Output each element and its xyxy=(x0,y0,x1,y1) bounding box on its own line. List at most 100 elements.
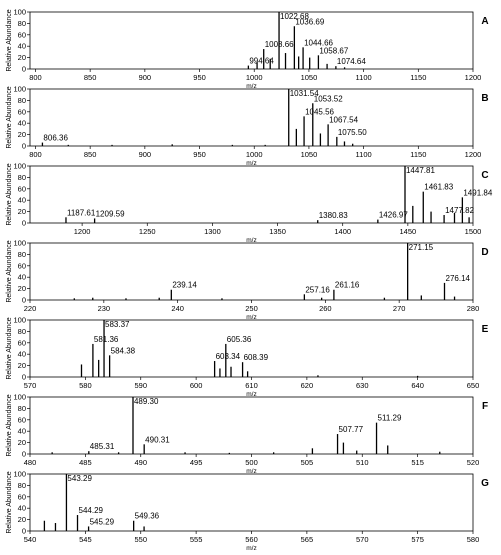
panel-e-peak-label: 603.34 xyxy=(216,352,241,361)
panel-a-ylabel: Relative Abundance xyxy=(6,9,13,71)
panel-g-xtick-label: 570 xyxy=(356,535,369,544)
panel-g-xtick-label: 545 xyxy=(79,535,92,544)
panel-e-ytick-label: 20 xyxy=(18,361,26,370)
panel-d-xlabel: m/z xyxy=(246,314,256,321)
panel-a-xtick-label: 1050 xyxy=(301,73,318,82)
panel-c-ytick-label: 40 xyxy=(18,196,26,205)
panel-f-xtick-label: 510 xyxy=(356,458,369,467)
panel-a-ytick-label: 80 xyxy=(18,19,26,28)
panel-e-xtick-label: 650 xyxy=(467,381,480,390)
panel-b-ytick-label: 20 xyxy=(18,130,26,139)
panel-b-xtick-label: 1200 xyxy=(465,150,482,159)
panel-g-ytick-label: 60 xyxy=(18,492,26,501)
panel-c-peak-label: 1380.83 xyxy=(319,211,348,220)
panel-a-peak-label: 1036.69 xyxy=(295,17,324,26)
panel-d-ylabel: Relative Abundance xyxy=(6,240,13,302)
panel-c-letter: C xyxy=(481,170,488,181)
panel-a-xtick-label: 1000 xyxy=(246,73,263,82)
panel-g-ylabel: Relative Abundance xyxy=(6,471,13,533)
panel-d-xtick-label: 220 xyxy=(24,304,37,313)
panel-c-xtick-label: 1250 xyxy=(139,227,156,236)
panel-g-peak-label: 543.29 xyxy=(67,474,92,483)
panel-a-peak-label: 994.64 xyxy=(249,57,274,66)
panel-e-ytick-label: 100 xyxy=(13,316,26,325)
panel-b-peak-label: 806.36 xyxy=(43,134,68,143)
panel-b-xtick-label: 1050 xyxy=(301,150,318,159)
panel-b-peak-label: 1045.56 xyxy=(305,107,334,116)
panel-b-ytick-label: 0 xyxy=(22,142,26,151)
panel-f-xtick-label: 505 xyxy=(301,458,314,467)
panel-e-ytick-label: 0 xyxy=(22,373,26,382)
panel-d-xtick-label: 240 xyxy=(171,304,184,313)
panel-b-peak-label: 1075.50 xyxy=(338,128,367,137)
panel-b-xtick-label: 1000 xyxy=(246,150,263,159)
panel-a-ytick-label: 60 xyxy=(18,30,26,39)
panel-b-peak-label: 1067.54 xyxy=(329,115,358,124)
panel-g-ytick-label: 20 xyxy=(18,515,26,524)
panel-e-peak-label: 605.36 xyxy=(227,335,252,344)
panel-b-ytick-label: 80 xyxy=(18,96,26,105)
panel-f-peak-label: 507.77 xyxy=(339,425,364,434)
panel-a-xlabel: m/z xyxy=(246,83,256,90)
panel-c-xtick-label: 1400 xyxy=(334,227,351,236)
panel-d-xtick-label: 280 xyxy=(467,304,480,313)
panel-c-xtick-label: 1300 xyxy=(204,227,221,236)
panel-g-ytick-label: 0 xyxy=(22,527,26,536)
panel-a-xtick-label: 1150 xyxy=(410,73,426,82)
panel-d-peak-label: 276.14 xyxy=(446,274,471,283)
panel-e-ytick-label: 40 xyxy=(18,350,26,359)
panel-g-xtick-label: 550 xyxy=(134,535,147,544)
panel-a-peak-label: 1074.64 xyxy=(337,57,366,66)
panel-f-ytick-label: 100 xyxy=(13,393,26,402)
panel-c-peak-label: 1461.83 xyxy=(424,183,453,192)
panel-e-ytick-label: 80 xyxy=(18,327,26,336)
panel-g-xtick-label: 565 xyxy=(301,535,314,544)
panel-f-ytick-label: 60 xyxy=(18,415,26,424)
panel-c-ytick-label: 0 xyxy=(22,219,26,228)
panel-e-peak-label: 584.38 xyxy=(111,346,136,355)
panel-a-frame xyxy=(29,11,474,70)
panel-f-ytick-label: 80 xyxy=(18,404,26,413)
panel-c-xtick-label: 1350 xyxy=(269,227,286,236)
panel-b-peak-label: 1031.54 xyxy=(290,89,319,98)
panel-g-xtick-label: 580 xyxy=(467,535,480,544)
panel-b-letter: B xyxy=(481,93,488,104)
panel-d-ytick-label: 20 xyxy=(18,284,26,293)
panel-f-xtick-label: 490 xyxy=(134,458,147,467)
panel-a-peak-label: 1058.67 xyxy=(319,46,348,55)
panel-e-frame xyxy=(29,319,474,378)
panel-d-peak-label: 257.16 xyxy=(305,285,330,294)
panel-e-xtick-label: 600 xyxy=(190,381,203,390)
panel-a-peak-label: 1044.66 xyxy=(304,38,333,47)
panel-d-letter: D xyxy=(481,247,488,258)
panel-b-xtick-label: 900 xyxy=(139,150,152,159)
panel-d-xtick-label: 250 xyxy=(245,304,258,313)
panel-g-ytick-label: 100 xyxy=(13,470,26,479)
panel-c-frame xyxy=(29,165,474,224)
panel-a-letter: A xyxy=(481,16,488,27)
panel-c-peak-label: 1187.61 xyxy=(67,208,96,217)
panel-e-xtick-label: 620 xyxy=(301,381,314,390)
panel-f-xtick-label: 485 xyxy=(79,458,92,467)
panel-c-peak-label: 1491.84 xyxy=(463,188,492,197)
panel-a-xtick-label: 1100 xyxy=(356,73,372,82)
panel-g-ytick-label: 40 xyxy=(18,504,26,513)
panel-b-ytick-label: 40 xyxy=(18,119,26,128)
panel-a-ytick-label: 20 xyxy=(18,53,26,62)
panel-f-letter: F xyxy=(482,401,488,412)
panel-f-ytick-label: 40 xyxy=(18,427,26,436)
panel-a-xtick-label: 900 xyxy=(139,73,152,82)
panel-d-ytick-label: 40 xyxy=(18,273,26,282)
panel-g-peak-label: 549.36 xyxy=(135,512,160,521)
panel-a-xtick-label: 1200 xyxy=(465,73,482,82)
panel-f-xtick-label: 480 xyxy=(24,458,37,467)
panel-a-xtick-label: 800 xyxy=(29,73,42,82)
panel-e-xtick-label: 630 xyxy=(356,381,369,390)
panel-f-xtick-label: 520 xyxy=(467,458,480,467)
panel-a-ytick-label: 0 xyxy=(22,65,26,74)
panel-f-ylabel: Relative Abundance xyxy=(6,394,13,456)
panel-e-xlabel: m/z xyxy=(246,391,256,398)
panel-f-xlabel: m/z xyxy=(246,468,256,475)
